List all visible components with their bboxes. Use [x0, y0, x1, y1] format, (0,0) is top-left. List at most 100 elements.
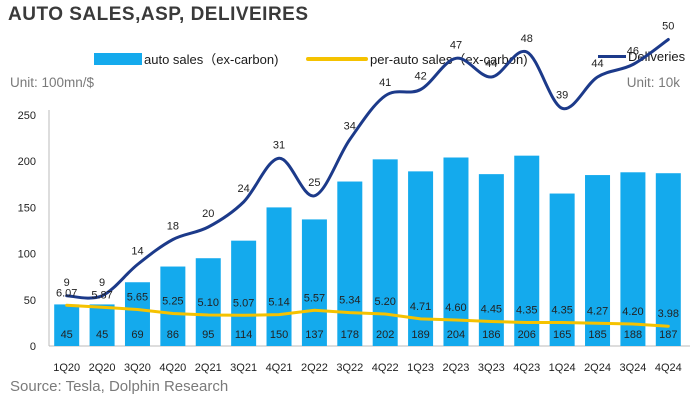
bar-value-label: 185: [588, 329, 606, 341]
bar-2Q24: [585, 175, 611, 346]
legend-item-per-auto-sales: per-auto sales（ex-carbon): [306, 49, 528, 68]
asp-value-label: 5.07: [233, 297, 254, 309]
deliveries-value-label: 34: [344, 121, 356, 133]
chart-title: AUTO SALES,ASP, DELIVEIRES: [8, 4, 309, 25]
bar-4Q22: [372, 159, 398, 346]
bar-4Q24: [655, 173, 681, 346]
asp-value-label: 5.34: [339, 295, 360, 307]
asp-value-label: 6.07: [56, 287, 77, 299]
bar-value-label: 206: [518, 329, 536, 341]
deliveries-line: [65, 38, 670, 300]
asp-value-label: 4.45: [481, 304, 502, 316]
y-tick-label: 0: [30, 341, 36, 353]
y-tick-label: 200: [18, 156, 36, 168]
deliveries-value-label: 50: [662, 21, 674, 33]
deliveries-value-label: 47: [450, 39, 462, 51]
deliveries-value-label: 9: [64, 277, 70, 289]
deliveries-value-label: 39: [556, 89, 568, 101]
bar-value-label: 137: [305, 329, 323, 341]
bar-value-label: 114: [235, 329, 253, 341]
bar-2Q22: [301, 219, 327, 346]
y-tick-label: 50: [24, 295, 36, 307]
deliveries-value-label: 42: [414, 71, 426, 83]
deliveries-value-label: 44: [485, 58, 497, 70]
bar-4Q23: [514, 155, 540, 346]
x-tick-label: 2Q21: [195, 362, 222, 374]
source-note: Source: Tesla, Dolphin Research: [10, 378, 229, 395]
bar-value-label: 178: [341, 329, 359, 341]
asp-value-label: 5.65: [127, 292, 148, 304]
asp-value-label: 5.20: [374, 296, 395, 308]
asp-value-label: 5.87: [91, 289, 112, 301]
asp-value-label: 4.20: [622, 306, 643, 318]
x-tick-label: 1Q23: [407, 362, 434, 374]
asp-value-label: 3.98: [658, 308, 679, 320]
asp-value-label: 5.57: [304, 292, 325, 304]
y-tick-label: 150: [18, 202, 36, 214]
legend-item-auto-sales: auto sales（ex-carbon): [94, 49, 278, 68]
bar-2Q23: [443, 157, 469, 346]
asp-value-label: 4.35: [551, 305, 572, 317]
bar-4Q21: [266, 207, 292, 346]
legend-swatch-deliveries: [598, 55, 626, 58]
x-tick-label: 3Q21: [230, 362, 257, 374]
bar-3Q20: [124, 282, 150, 346]
asp-value-label: 4.60: [445, 302, 466, 314]
bar-3Q23: [478, 174, 504, 346]
bar-3Q24: [620, 172, 646, 346]
asp-value-label: 5.14: [268, 297, 289, 309]
x-tick-label: 2Q22: [301, 362, 328, 374]
x-tick-label: 2Q23: [443, 362, 470, 374]
bar-value-label: 165: [553, 329, 571, 341]
deliveries-value-label: 25: [308, 177, 320, 189]
asp-value-label: 4.35: [516, 305, 537, 317]
bar-4Q20: [160, 266, 186, 346]
bar-value-label: 95: [202, 329, 214, 341]
y-tick-label: 100: [18, 249, 36, 261]
bar-1Q20: [54, 304, 80, 346]
asp-line: [65, 303, 670, 328]
deliveries-value-label: 31: [273, 139, 285, 151]
asp-value-label: 5.25: [162, 296, 183, 308]
legend-swatch-asp: [306, 56, 368, 61]
x-tick-label: 4Q24: [655, 362, 682, 374]
x-tick-label: 1Q24: [549, 362, 576, 374]
bar-value-label: 204: [447, 329, 465, 341]
x-tick-label: 4Q23: [513, 362, 540, 374]
x-tick-label: 3Q23: [478, 362, 505, 374]
bar-3Q22: [337, 181, 363, 346]
legend-label-auto-sales: auto sales（ex-carbon): [144, 52, 279, 67]
bar-value-label: 202: [376, 329, 394, 341]
deliveries-value-label: 48: [521, 33, 533, 45]
x-tick-label: 4Q22: [372, 362, 399, 374]
bar-value-label: 150: [270, 329, 288, 341]
deliveries-value-label: 18: [167, 221, 179, 233]
deliveries-value-label: 9: [99, 277, 105, 289]
unit-label-right: Unit: 10k: [626, 75, 680, 90]
bar-value-label: 86: [167, 329, 179, 341]
asp-value-label: 4.27: [587, 305, 608, 317]
x-tick-label: 3Q24: [619, 362, 646, 374]
legend-swatch-bar: [94, 52, 142, 65]
legend-label-per-auto-sales: per-auto sales（ex-carbon): [370, 52, 528, 67]
x-tick-label: 4Q20: [159, 362, 186, 374]
deliveries-value-label: 14: [131, 246, 143, 258]
bar-value-label: 187: [659, 329, 677, 341]
bar-value-label: 186: [482, 329, 500, 341]
bar-value-label: 45: [61, 329, 73, 341]
x-tick-label: 3Q22: [336, 362, 363, 374]
deliveries-value-label: 46: [627, 46, 639, 58]
deliveries-value-label: 41: [379, 77, 391, 89]
bar-value-label: 45: [96, 329, 108, 341]
bar-1Q24: [549, 193, 575, 346]
deliveries-value-label: 24: [238, 183, 250, 195]
deliveries-value-label: 44: [591, 58, 603, 70]
x-tick-label: 1Q20: [53, 362, 80, 374]
bar-value-label: 189: [411, 329, 429, 341]
asp-value-label: 5.10: [198, 297, 219, 309]
x-tick-label: 4Q21: [266, 362, 293, 374]
asp-value-label: 4.71: [410, 301, 431, 313]
bar-2Q20: [89, 304, 115, 346]
bar-3Q21: [231, 240, 257, 346]
bar-value-label: 69: [131, 329, 143, 341]
